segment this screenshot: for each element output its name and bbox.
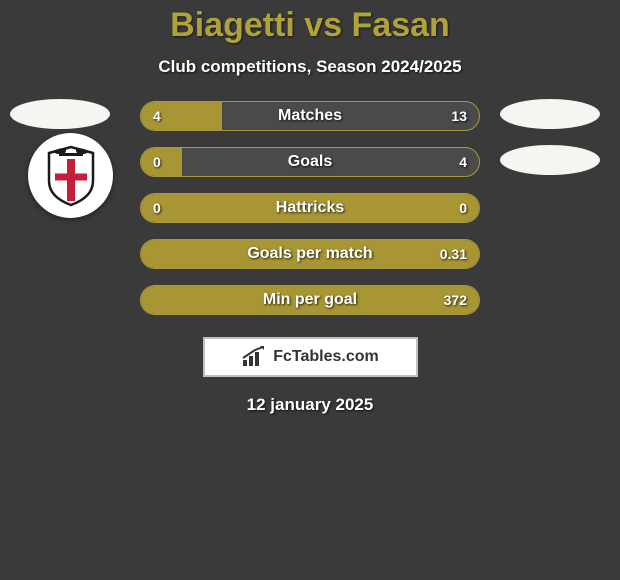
stat-left-value: 4: [153, 108, 161, 124]
comparison-chart: 4 Matches 13 0 Goals 4 0 Hattricks 0 Goals per ma…: [0, 101, 620, 315]
player-right-badge-1: [500, 99, 600, 129]
stat-bar: 4 Matches 13: [140, 101, 480, 131]
stat-right-value: 0.31: [440, 246, 467, 262]
player-left-badge-1: [10, 99, 110, 129]
chart-icon: [241, 346, 267, 368]
stat-right-value: 4: [459, 154, 467, 170]
stat-bar: Min per goal 372: [140, 285, 480, 315]
club-crest-icon: [28, 133, 113, 218]
page-title: Biagetti vs Fasan: [0, 6, 620, 45]
attribution-badge[interactable]: FcTables.com: [203, 337, 418, 377]
stat-bar: 0 Goals 4: [140, 147, 480, 177]
date-label: 12 january 2025: [0, 395, 620, 415]
stat-left-value: 0: [153, 200, 161, 216]
stat-label: Goals per match: [247, 245, 372, 263]
stat-label: Min per goal: [263, 291, 357, 309]
stat-label: Goals: [288, 153, 332, 171]
stat-right-value: 13: [451, 108, 467, 124]
stat-left-value: 0: [153, 154, 161, 170]
attribution-text: FcTables.com: [273, 348, 379, 366]
subtitle: Club competitions, Season 2024/2025: [0, 57, 620, 77]
stat-bar: Goals per match 0.31: [140, 239, 480, 269]
player-right-badge-2: [500, 145, 600, 175]
stat-bar-fill: [141, 148, 182, 176]
stat-label: Hattricks: [276, 199, 344, 217]
stat-bar: 0 Hattricks 0: [140, 193, 480, 223]
stat-right-value: 0: [459, 200, 467, 216]
stat-label: Matches: [278, 107, 342, 125]
stat-right-value: 372: [444, 292, 467, 308]
